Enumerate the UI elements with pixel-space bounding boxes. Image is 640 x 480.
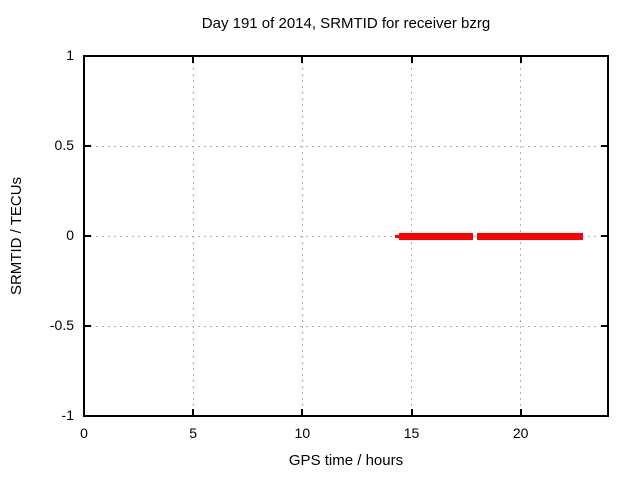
x-tick-label: 5 bbox=[189, 425, 198, 441]
y-tick-left bbox=[84, 325, 91, 327]
x-tick-top bbox=[192, 56, 195, 63]
y-tick-label: -1 bbox=[61, 407, 74, 423]
y-tick-label: 0.5 bbox=[54, 137, 74, 153]
x-tick-label: 10 bbox=[294, 425, 311, 441]
x-tick-label: 15 bbox=[403, 425, 420, 441]
y-gridline bbox=[84, 145, 608, 147]
x-tick-bottom bbox=[301, 409, 304, 416]
y-tick-right bbox=[601, 325, 608, 327]
x-tick-label: 20 bbox=[512, 425, 529, 441]
x-axis-label: GPS time / hours bbox=[288, 452, 404, 469]
x-tick-bottom bbox=[410, 409, 413, 416]
y-gridline bbox=[84, 235, 608, 237]
x-tick-bottom bbox=[519, 409, 522, 416]
data-segment bbox=[394, 234, 400, 238]
x-tick-top bbox=[410, 56, 413, 63]
plot-border bbox=[83, 55, 609, 417]
data-segment bbox=[399, 232, 474, 240]
x-tick-top bbox=[519, 56, 522, 63]
y-tick-label: 0 bbox=[66, 227, 74, 243]
y-tick-right bbox=[601, 145, 608, 147]
x-tick-bottom bbox=[192, 409, 195, 416]
chart-title: Day 191 of 2014, SRMTID for receiver bzr… bbox=[201, 15, 491, 32]
y-tick-label: 1 bbox=[66, 47, 74, 63]
y-tick-label: -0.5 bbox=[49, 317, 74, 333]
y-tick-left bbox=[84, 145, 91, 147]
x-tick-label: 0 bbox=[80, 425, 88, 441]
y-gridline bbox=[84, 325, 608, 327]
y-tick-left bbox=[84, 235, 91, 237]
data-segment bbox=[477, 232, 584, 240]
x-tick-top bbox=[301, 56, 304, 63]
y-tick-right bbox=[601, 235, 608, 237]
